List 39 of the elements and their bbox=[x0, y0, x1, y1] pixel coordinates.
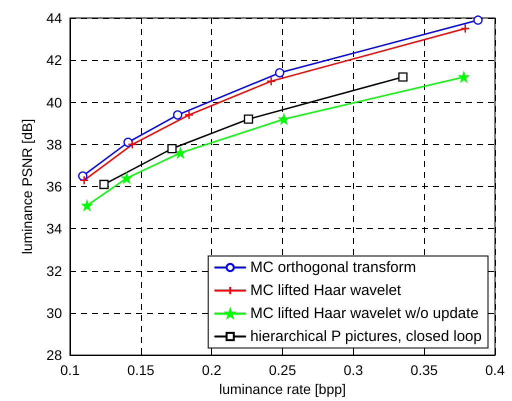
point bbox=[244, 114, 254, 124]
legend-label: MC lifted Haar wavelet bbox=[250, 282, 402, 299]
point bbox=[176, 148, 186, 158]
point bbox=[79, 175, 89, 185]
x-tick-label: 0.2 bbox=[202, 362, 222, 378]
x-axis-title: luminance rate [bpp] bbox=[219, 381, 346, 397]
point bbox=[128, 140, 138, 150]
y-tick-label: 36 bbox=[46, 178, 62, 195]
point bbox=[99, 180, 109, 190]
point bbox=[473, 15, 483, 25]
point bbox=[184, 110, 194, 120]
x-tick-label: 0.15 bbox=[127, 362, 155, 378]
y-tick-label: 34 bbox=[46, 220, 62, 237]
point bbox=[167, 144, 177, 154]
point bbox=[279, 114, 289, 124]
point bbox=[398, 72, 408, 82]
point bbox=[275, 68, 284, 78]
y-tick-label: 32 bbox=[46, 262, 62, 279]
y-tick-label: 30 bbox=[46, 304, 62, 321]
x-tick-label: 0.3 bbox=[344, 362, 364, 378]
y-tick-label: 38 bbox=[46, 136, 62, 152]
x-tick-label: 0.1 bbox=[60, 362, 80, 378]
x-tick-label: 0.4 bbox=[485, 362, 505, 378]
y-tick-label: 44 bbox=[46, 10, 62, 26]
point bbox=[122, 173, 132, 183]
x-tick-label: 0.35 bbox=[410, 362, 438, 378]
y-tick-label: 40 bbox=[46, 94, 62, 110]
point bbox=[82, 200, 92, 210]
y-tick-label: 28 bbox=[46, 347, 62, 364]
point bbox=[266, 76, 276, 86]
point bbox=[459, 72, 469, 82]
y-tick-label: 42 bbox=[46, 52, 62, 68]
legend-label: hierarchical P pictures, closed loop bbox=[250, 328, 482, 345]
x-tick-label: 0.25 bbox=[268, 362, 296, 378]
point bbox=[173, 110, 182, 120]
legend-label: MC orthogonal transform bbox=[250, 259, 416, 276]
point bbox=[460, 24, 470, 34]
y-axis-title: luminance PSNR [dB] bbox=[19, 118, 35, 254]
legend-label: MC lifted Haar wavelet w/o update bbox=[250, 305, 479, 322]
